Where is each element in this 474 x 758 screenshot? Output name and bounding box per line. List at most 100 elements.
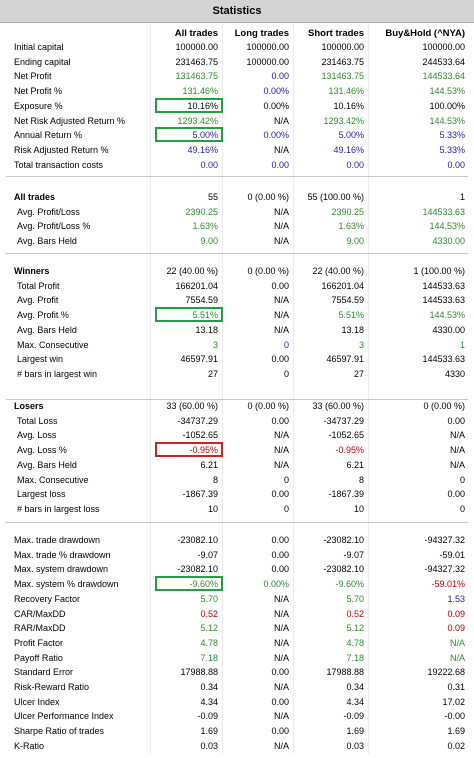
- cell-value: N/A: [273, 236, 289, 247]
- cell-value: -1867.39: [328, 489, 364, 500]
- cell-value: 100000.00: [175, 42, 218, 52]
- cell-value: 0 (0.00 %): [423, 401, 465, 411]
- cell-value: 7554.59: [331, 295, 364, 306]
- row-label: K-Ratio: [14, 740, 45, 751]
- row-label: Payoff Ratio: [14, 652, 63, 663]
- cell-value: 17988.88: [180, 667, 218, 678]
- cell-value: 17.02: [442, 696, 465, 707]
- cell-value: N/A: [449, 430, 465, 441]
- column-header: All trades: [174, 28, 218, 39]
- column-divider: [222, 24, 223, 754]
- section-heading: All trades: [14, 192, 56, 202]
- cell-value: 0 (0.00 %): [247, 192, 289, 202]
- cell-value: -23082.10: [323, 535, 364, 545]
- cell-value: 0.31: [447, 682, 465, 692]
- cell-value: 10: [207, 503, 218, 514]
- cell-value: 19222.68: [427, 667, 465, 678]
- row-label: Avg. Profit/Loss %: [17, 221, 91, 232]
- cell-value: 17988.88: [326, 667, 364, 678]
- row-label: Net Profit: [14, 71, 52, 82]
- cell-value: 100.00%: [429, 100, 465, 111]
- section-divider: [6, 522, 468, 523]
- cell-value: -23082.10: [177, 564, 218, 575]
- cell-value: 0: [459, 503, 465, 514]
- cell-value: 5.00%: [192, 130, 218, 141]
- cell-value: N/A: [273, 608, 289, 619]
- cell-value: N/A: [449, 652, 465, 663]
- row-label: Recovery Factor: [14, 593, 81, 604]
- row-label: CAR/MaxDD: [14, 608, 66, 619]
- cell-value: 0.00: [271, 159, 289, 170]
- cell-value: 0.00%: [263, 579, 289, 590]
- cell-value: 1.69: [346, 726, 364, 737]
- row-label: RAR/MaxDD: [14, 623, 66, 634]
- cell-value: 131463.75: [175, 71, 218, 82]
- cell-value: 13.18: [195, 324, 218, 335]
- cell-value: 55: [207, 192, 218, 202]
- row-label: Max. trade drawdown: [14, 535, 101, 545]
- cell-value: 100000.00: [246, 56, 289, 67]
- cell-value: 0.09: [447, 608, 465, 619]
- cell-value: 33 (60.00 %): [166, 401, 218, 411]
- column-divider: [293, 24, 294, 754]
- cell-value: 0.34: [200, 682, 218, 692]
- cell-value: 1.69: [200, 726, 218, 737]
- cell-value: 0.52: [200, 608, 218, 619]
- cell-value: 144533.63: [422, 354, 465, 365]
- cell-value: -0.95%: [335, 445, 364, 456]
- cell-value: 0.00: [271, 280, 289, 291]
- row-label: Total Profit: [17, 280, 60, 291]
- highlight-box: [155, 127, 223, 143]
- cell-value: N/A: [273, 623, 289, 634]
- cell-value: N/A: [273, 652, 289, 663]
- cell-value: 49.16%: [333, 144, 364, 155]
- cell-value: 27: [353, 368, 364, 379]
- row-label: Largest loss: [17, 489, 66, 500]
- cell-value: 6.21: [200, 459, 218, 470]
- cell-value: -23082.10: [177, 535, 218, 545]
- cell-value: 0 (0.00 %): [247, 401, 289, 411]
- section-divider: [6, 176, 468, 177]
- row-label: Avg. Loss: [17, 430, 57, 441]
- cell-value: 4.34: [346, 696, 364, 707]
- cell-value: 49.16%: [187, 144, 218, 155]
- cell-value: 144.53%: [429, 115, 465, 126]
- cell-value: 9.00: [346, 236, 364, 247]
- cell-value: -1052.65: [328, 430, 364, 441]
- cell-value: 10.16%: [187, 100, 218, 111]
- cell-value: 0.00: [447, 159, 465, 170]
- cell-value: N/A: [449, 637, 465, 648]
- cell-value: 4330.00: [432, 236, 465, 247]
- cell-value: 144533.63: [422, 206, 465, 217]
- cell-value: 144.53%: [429, 86, 465, 97]
- highlight-box: [155, 442, 223, 458]
- cell-value: 22 (40.00 %): [312, 266, 364, 276]
- cell-value: 8: [358, 474, 364, 485]
- row-label: Avg. Bars Held: [17, 236, 77, 247]
- cell-value: 3: [212, 339, 218, 350]
- cell-value: -34737.29: [323, 415, 364, 426]
- cell-value: -0.95%: [189, 445, 218, 456]
- cell-value: 0.00: [271, 489, 289, 500]
- highlight-box: [155, 97, 223, 113]
- cell-value: N/A: [273, 206, 289, 217]
- cell-value: 1.69: [447, 726, 465, 737]
- cell-value: 144.53%: [429, 310, 465, 321]
- cell-value: -34737.29: [177, 415, 218, 426]
- cell-value: 0.00%: [263, 130, 289, 141]
- cell-value: 22 (40.00 %): [166, 266, 218, 276]
- row-label: Risk-Reward Ratio: [14, 682, 90, 692]
- cell-value: N/A: [273, 445, 289, 456]
- cell-value: 10.16%: [333, 100, 364, 111]
- row-label: Ending capital: [14, 56, 71, 67]
- highlight-box: [155, 576, 223, 592]
- cell-value: 0.00: [271, 354, 289, 365]
- cell-value: 0.00: [346, 159, 364, 170]
- cell-value: 5.33%: [439, 144, 465, 155]
- column-header: Buy&Hold (^NYA): [385, 28, 465, 39]
- cell-value: -9.07: [197, 549, 218, 560]
- section-heading: Winners: [14, 266, 50, 276]
- cell-value: N/A: [273, 310, 289, 321]
- cell-value: 4.78: [200, 637, 218, 648]
